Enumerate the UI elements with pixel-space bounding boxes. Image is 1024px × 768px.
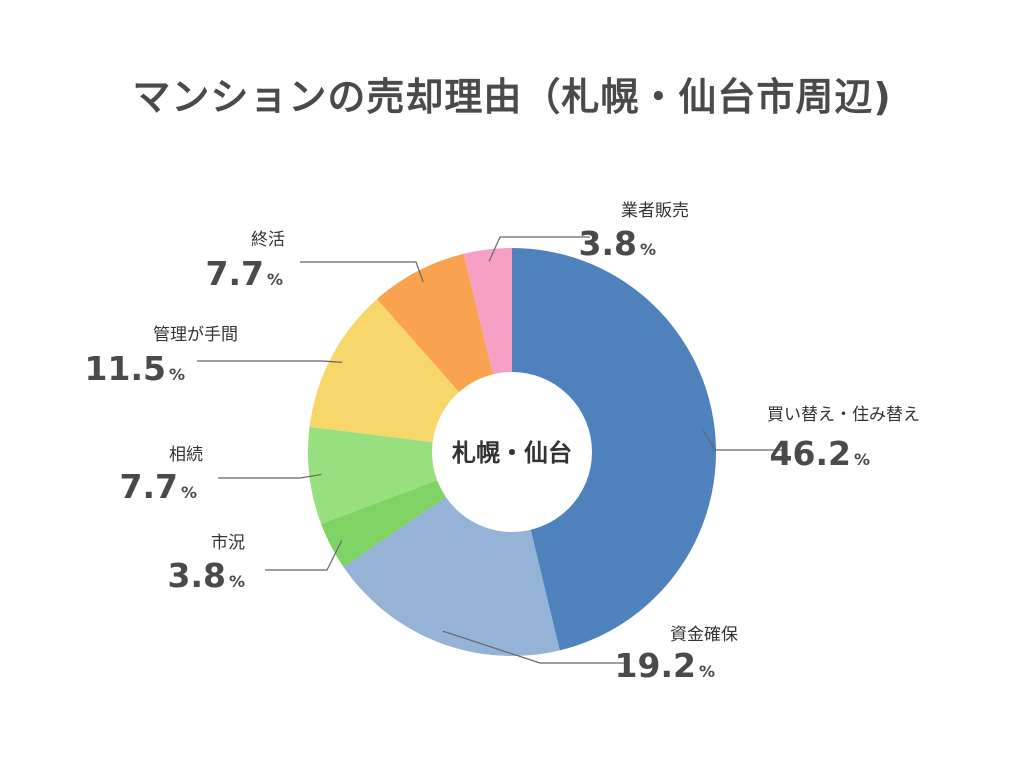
leader-line-2 bbox=[265, 540, 343, 571]
slice-value-4: 11.5% bbox=[85, 349, 185, 388]
leader-line-5 bbox=[300, 261, 424, 283]
slice-value-1: 19.2% bbox=[615, 646, 715, 685]
leader-line-6 bbox=[488, 236, 590, 262]
leader-line-0 bbox=[702, 429, 782, 451]
slice-label-4: 管理が手間 bbox=[153, 325, 238, 345]
slice-value-0: 46.2% bbox=[770, 434, 870, 473]
chart-title: マンションの売却理由（札幌・仙台市周辺) bbox=[132, 75, 892, 119]
slice-label-6: 業者販売 bbox=[621, 201, 689, 221]
leader-lines bbox=[197, 236, 782, 664]
slice-label-3: 相続 bbox=[169, 445, 203, 465]
slice-value-3: 7.7% bbox=[120, 467, 198, 506]
donut-hole bbox=[432, 372, 592, 532]
leader-line-4 bbox=[197, 360, 343, 363]
slice-label-5: 終活 bbox=[251, 230, 285, 250]
slice-label-1: 資金確保 bbox=[670, 625, 738, 645]
slice-label-2: 市況 bbox=[211, 533, 245, 553]
slice-value-2: 3.8% bbox=[168, 556, 246, 595]
leader-line-3 bbox=[218, 473, 322, 479]
slice-label-0: 買い替え・住み替え bbox=[767, 405, 920, 425]
center-label: 札幌・仙台 bbox=[451, 439, 572, 467]
slice-value-5: 7.7% bbox=[206, 254, 284, 293]
leader-line-1 bbox=[442, 630, 625, 664]
slice-value-6: 3.8% bbox=[579, 224, 657, 263]
slice-0 bbox=[512, 248, 716, 651]
